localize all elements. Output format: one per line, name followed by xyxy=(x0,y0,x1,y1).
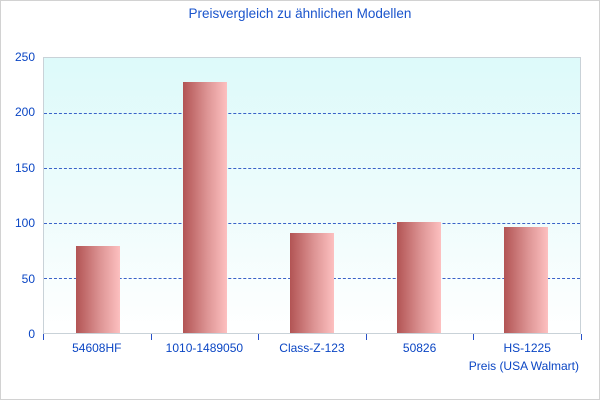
y-tick-label-250: 250 xyxy=(14,50,35,64)
x-tick-4 xyxy=(473,334,475,340)
gridline-150 xyxy=(44,168,580,169)
plot-area xyxy=(43,57,581,334)
y-tick-label-100: 100 xyxy=(14,216,35,231)
y-tick-label-0: 0 xyxy=(28,327,35,341)
chart-title: Preisvergleich zu ähnlichen Modellen xyxy=(188,6,412,21)
x-tick-1 xyxy=(150,334,152,340)
bar-1010-1489050 xyxy=(182,82,227,333)
bar-50826 xyxy=(397,221,442,333)
x-tick-2 xyxy=(258,334,260,340)
x-cat-label-1010-1489050: 1010-1489050 xyxy=(165,341,244,355)
y-tick-label-150: 150 xyxy=(14,160,35,175)
x-cat-label-Class-Z-123: Class-Z-123 xyxy=(279,341,345,355)
bar-HS-1225 xyxy=(504,227,549,333)
gridline-100 xyxy=(44,223,580,224)
x-tick-5 xyxy=(581,334,582,340)
x-cat-label-50826: 50826 xyxy=(402,341,437,355)
bar-54608HF xyxy=(75,246,120,333)
x-cat-label-HS-1225: HS-1225 xyxy=(503,341,551,355)
y-tick-label-50: 50 xyxy=(21,271,35,286)
x-axis-title: Preis (USA Walmart) xyxy=(468,359,579,373)
x-tick-3 xyxy=(365,334,367,340)
y-tick-label-200: 200 xyxy=(14,105,35,120)
x-cat-label-54608HF: 54608HF xyxy=(72,341,122,355)
x-tick-0 xyxy=(43,334,44,340)
gridline-200 xyxy=(44,113,580,114)
bar-Class-Z-123 xyxy=(290,232,334,333)
